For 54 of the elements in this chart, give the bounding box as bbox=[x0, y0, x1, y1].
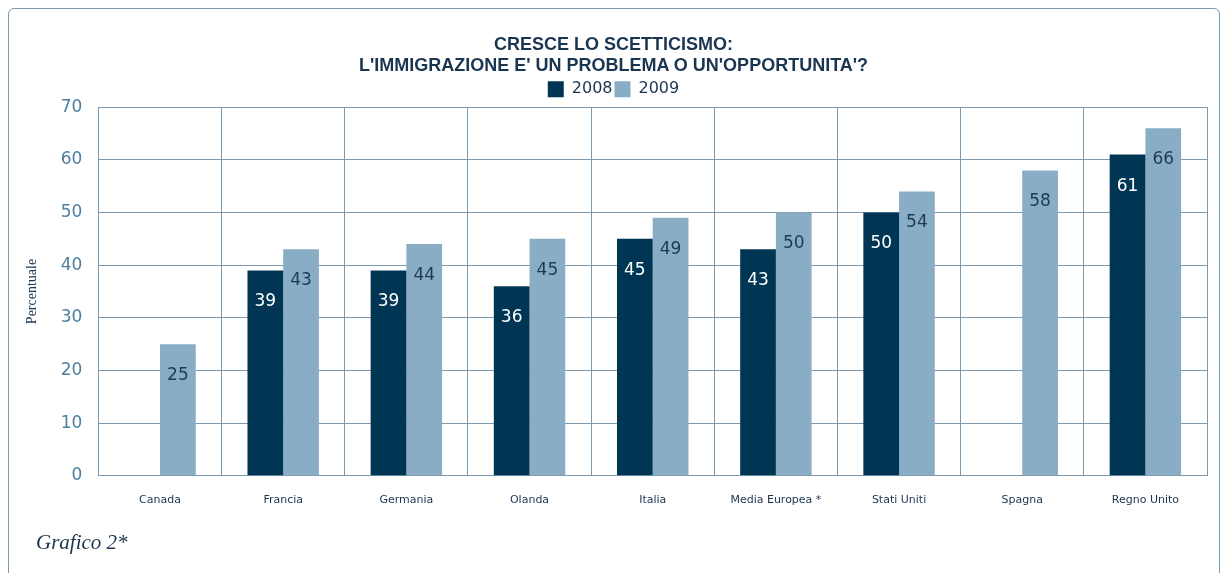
x-tick-label: Media Europea * bbox=[730, 493, 822, 507]
bar bbox=[406, 244, 443, 476]
y-tick-label: 70 bbox=[60, 95, 83, 116]
data-label: 66 bbox=[1152, 148, 1175, 169]
y-tick-label: 30 bbox=[60, 306, 83, 327]
x-tick-label: Germania bbox=[379, 493, 434, 507]
data-label: 39 bbox=[254, 290, 277, 311]
bar bbox=[617, 238, 653, 476]
data-label: 45 bbox=[624, 258, 646, 279]
legend-label: 2008 bbox=[571, 78, 613, 98]
y-tick-label: 50 bbox=[60, 200, 83, 221]
bar bbox=[775, 212, 812, 476]
data-label: 50 bbox=[782, 232, 805, 253]
data-label: 43 bbox=[290, 269, 312, 290]
y-tick-label: 20 bbox=[60, 358, 83, 379]
data-label: 44 bbox=[413, 264, 436, 285]
bar bbox=[863, 212, 900, 476]
x-tick-label: Canada bbox=[139, 493, 181, 507]
bar bbox=[529, 238, 566, 476]
data-label: 36 bbox=[500, 306, 523, 327]
x-tick-label: Olanda bbox=[509, 493, 550, 507]
x-tick-label: Stati Uniti bbox=[871, 493, 927, 507]
data-label: 49 bbox=[659, 237, 682, 258]
y-tick-label: 10 bbox=[60, 411, 83, 432]
x-tick-label: Italia bbox=[639, 493, 667, 507]
data-label: 45 bbox=[536, 258, 559, 279]
x-tick-label: Francia bbox=[263, 493, 303, 507]
text: Grafico 2* bbox=[36, 530, 128, 555]
data-label: 25 bbox=[167, 364, 189, 385]
data-label: 58 bbox=[1029, 190, 1051, 211]
bar bbox=[160, 344, 196, 476]
chart-title: CRESCE LO SCETTICISMO: L'IMMIGRAZIONE E' UN PROBLEMA O UN'OPPORTUNITA'? bbox=[358, 33, 869, 76]
bar bbox=[283, 249, 319, 476]
y-axis-title: Percentuale bbox=[24, 258, 40, 325]
bar bbox=[247, 270, 284, 476]
legend-label: 2009 bbox=[638, 78, 680, 98]
bar bbox=[1022, 170, 1058, 476]
x-tick-label: Spagna bbox=[1001, 493, 1043, 507]
data-label: 39 bbox=[377, 290, 400, 311]
bar bbox=[493, 286, 530, 476]
data-label: 43 bbox=[747, 269, 769, 290]
bar bbox=[899, 191, 935, 476]
bar bbox=[1145, 128, 1182, 476]
x-tick-label: Regno Unito bbox=[1111, 493, 1180, 507]
data-label: 61 bbox=[1116, 174, 1139, 195]
y-tick-label: 40 bbox=[60, 253, 83, 274]
bar bbox=[740, 249, 776, 476]
bar bbox=[1109, 154, 1146, 476]
bar bbox=[652, 217, 689, 476]
y-tick-label: 60 bbox=[60, 148, 83, 169]
bar bbox=[370, 270, 407, 476]
data-label: 50 bbox=[870, 232, 893, 253]
data-label: 54 bbox=[906, 211, 928, 232]
y-tick-label: 0 bbox=[71, 464, 83, 485]
